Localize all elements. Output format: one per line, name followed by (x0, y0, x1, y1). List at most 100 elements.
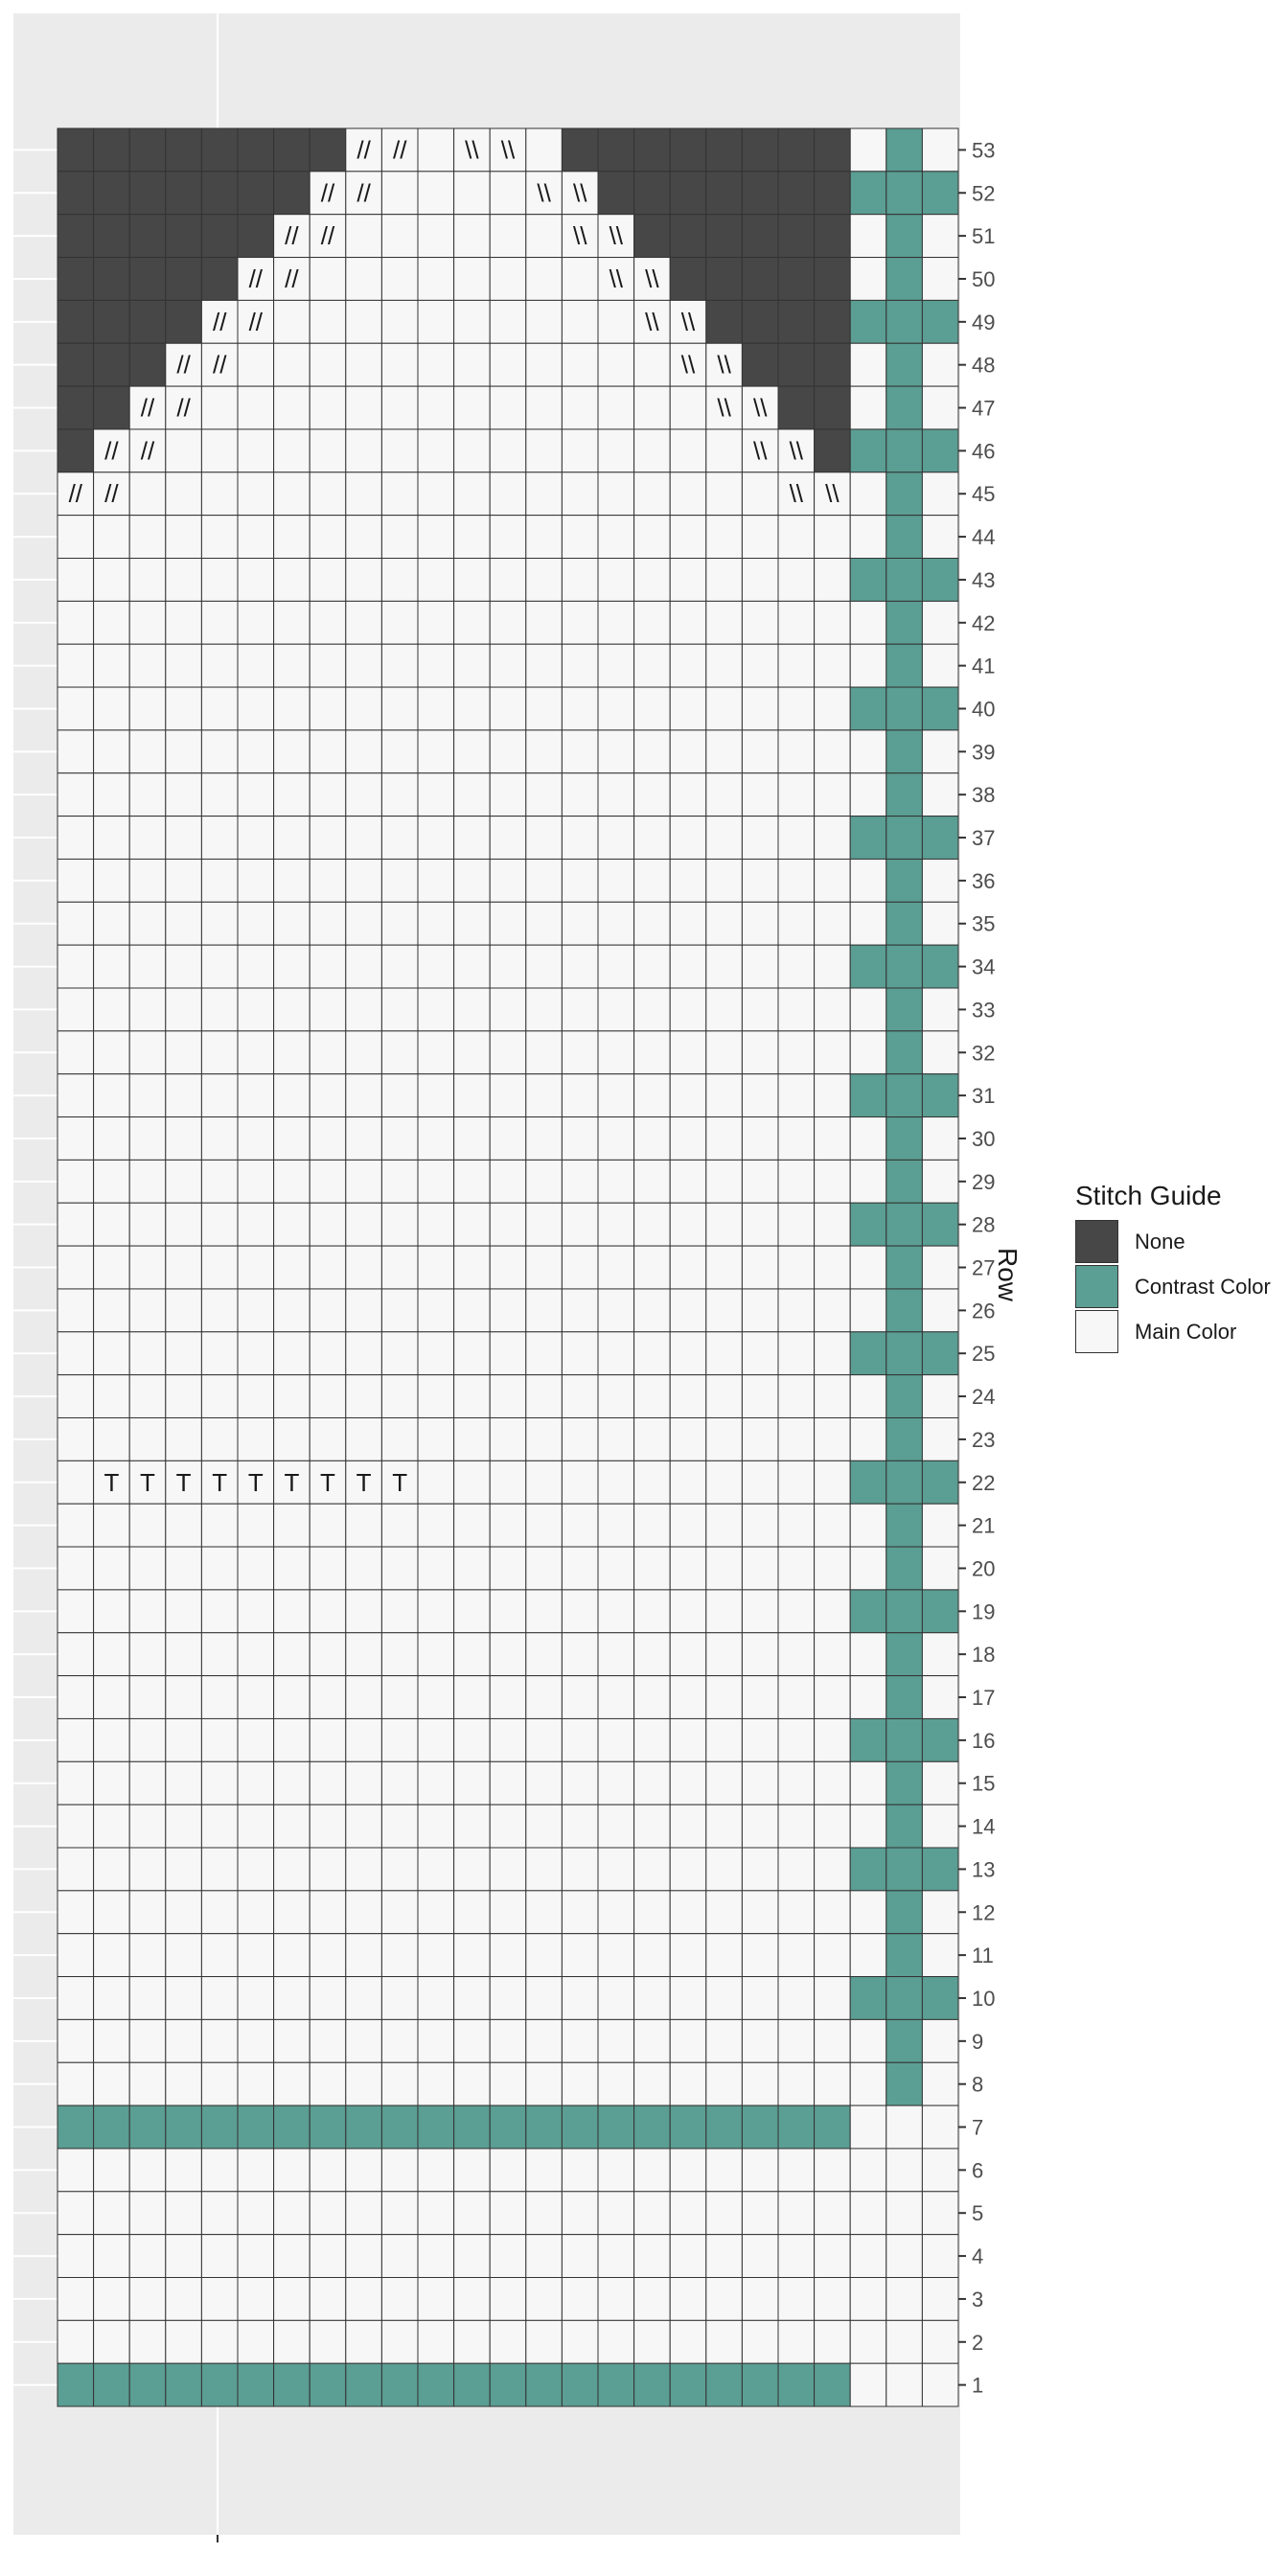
stitch-cell-r11-c3 (128, 1933, 167, 1978)
stitch-cell-r8-c1 (57, 2061, 95, 2106)
stitch-cell-r48-c17 (633, 342, 671, 387)
stitch-cell-r5-c19 (705, 2191, 743, 2236)
stitch-cell-r47-c18 (669, 385, 707, 430)
stitch-symbol: \\ (790, 436, 804, 465)
stitch-cell-r6-c17 (633, 2148, 671, 2193)
stitch-cell-r23-c15 (561, 1417, 599, 1461)
stitch-cell-r51-c20 (741, 214, 779, 259)
stitch-cell-r53-c5 (200, 127, 239, 172)
stitch-cell-r6-c23 (849, 2148, 887, 2193)
stitch-cell-r1-c13 (489, 2362, 527, 2407)
stitch-cell-r6-c6 (237, 2148, 275, 2193)
stitch-cell-r12-c21 (777, 1890, 816, 1935)
stitch-cell-r20-c24 (886, 1546, 923, 1591)
stitch-cell-r48-c15 (561, 342, 599, 387)
stitch-symbol: T (248, 1468, 264, 1497)
stitch-cell-r11-c13 (489, 1933, 527, 1978)
stitch-cell-r47-c14 (525, 385, 563, 430)
stitch-cell-r34-c3 (128, 944, 167, 989)
row-tick-label: 53 (972, 138, 995, 162)
stitch-cell-r14-c20 (741, 1804, 779, 1849)
stitch-cell-r2-c19 (705, 2319, 743, 2364)
stitch-cell-r16-c21 (777, 1717, 816, 1762)
stitch-cell-r24-c1 (57, 1374, 95, 1419)
stitch-cell-r11-c17 (633, 1933, 671, 1978)
stitch-cell-r39-c5 (200, 729, 239, 774)
stitch-cell-r38-c13 (489, 772, 527, 817)
stitch-cell-r48-c11 (417, 342, 455, 387)
stitch-cell-r8-c24 (886, 2061, 923, 2106)
stitch-cell-r9-c21 (777, 2018, 816, 2063)
stitch-cell-r12-c24 (886, 1890, 923, 1935)
stitch-cell-r49-c20 (741, 299, 779, 344)
stitch-cell-r52-c17 (633, 171, 671, 216)
stitch-cell-r34-c1 (57, 944, 95, 989)
stitch-cell-r1-c4 (165, 2362, 202, 2407)
stitch-cell-r9-c8 (309, 2018, 347, 2063)
stitch-cell-r31-c22 (814, 1073, 851, 1118)
stitch-cell-r11-c18 (669, 1933, 707, 1978)
stitch-cell-r4-c15 (561, 2234, 599, 2278)
stitch-cell-r24-c3 (128, 1374, 167, 1419)
stitch-cell-r15-c1 (57, 1760, 95, 1806)
stitch-cell-r49-c2 (93, 299, 130, 344)
stitch-cell-r27-c14 (525, 1245, 563, 1290)
stitch-cell-r29-c3 (128, 1159, 167, 1204)
stitch-cell-r4-c20 (741, 2234, 779, 2278)
stitch-cell-r16-c7 (273, 1717, 310, 1762)
stitch-cell-r22-c7 (273, 1460, 310, 1505)
stitch-cell-r41-c11 (417, 643, 455, 688)
stitch-cell-r18-c23 (849, 1632, 887, 1677)
stitch-cell-r32-c2 (93, 1030, 130, 1075)
stitch-cell-r31-c10 (380, 1073, 419, 1118)
stitch-cell-r12-c25 (921, 1890, 959, 1935)
row-tick-label: 47 (972, 397, 995, 421)
stitch-cell-r49-c16 (597, 299, 635, 344)
stitch-cell-r19-c20 (741, 1589, 779, 1634)
stitch-cell-r33-c21 (777, 987, 816, 1032)
stitch-cell-r31-c6 (237, 1073, 275, 1118)
stitch-cell-r32-c20 (741, 1030, 779, 1075)
stitch-cell-r7-c18 (669, 2104, 707, 2150)
stitch-cell-r24-c7 (273, 1374, 310, 1419)
stitch-cell-r44-c20 (741, 515, 779, 560)
stitch-cell-r42-c21 (777, 600, 816, 645)
stitch-cell-r25-c7 (273, 1331, 310, 1376)
stitch-cell-r3-c23 (849, 2277, 887, 2321)
stitch-cell-r32-c1 (57, 1030, 95, 1075)
stitch-cell-r41-c19 (705, 643, 743, 688)
stitch-cell-r45-c15 (561, 472, 599, 517)
stitch-cell-r46-c17 (633, 428, 671, 473)
stitch-symbol: // (213, 351, 227, 380)
stitch-cell-r12-c10 (380, 1890, 419, 1935)
stitch-cell-r27-c19 (705, 1245, 743, 1290)
stitch-cell-r15-c9 (345, 1760, 382, 1806)
stitch-cell-r45-c18 (669, 472, 707, 517)
stitch-cell-r49-c4 (165, 299, 202, 344)
row-tick-label: 46 (972, 439, 995, 463)
stitch-cell-r34-c17 (633, 944, 671, 989)
stitch-cell-r48-c10 (380, 342, 419, 387)
stitch-cell-r44-c14 (525, 515, 563, 560)
stitch-cell-r1-c24 (886, 2362, 923, 2407)
stitch-symbol: // (249, 264, 264, 293)
stitch-cell-r19-c13 (489, 1589, 527, 1634)
stitch-cell-r36-c20 (741, 858, 779, 903)
stitch-cell-r45-c19 (705, 472, 743, 517)
stitch-cell-r43-c6 (237, 558, 275, 602)
legend-item: Contrast Color (1075, 1264, 1286, 1309)
stitch-cell-r47-c19 (705, 385, 743, 430)
stitch-cell-r2-c11 (417, 2319, 455, 2364)
stitch-cell-r27-c5 (200, 1245, 239, 1290)
stitch-cell-r12-c7 (273, 1890, 310, 1935)
stitch-cell-r12-c1 (57, 1890, 95, 1935)
stitch-cell-r48-c2 (93, 342, 130, 387)
stitch-cell-r21-c7 (273, 1503, 310, 1548)
stitch-cell-r16-c12 (453, 1717, 491, 1762)
stitch-cell-r12-c15 (561, 1890, 599, 1935)
stitch-cell-r23-c21 (777, 1417, 816, 1461)
stitch-cell-r2-c23 (849, 2319, 887, 2364)
stitch-cell-r9-c3 (128, 2018, 167, 2063)
stitch-cell-r35-c10 (380, 901, 419, 946)
stitch-cell-r25-c24 (886, 1331, 923, 1376)
